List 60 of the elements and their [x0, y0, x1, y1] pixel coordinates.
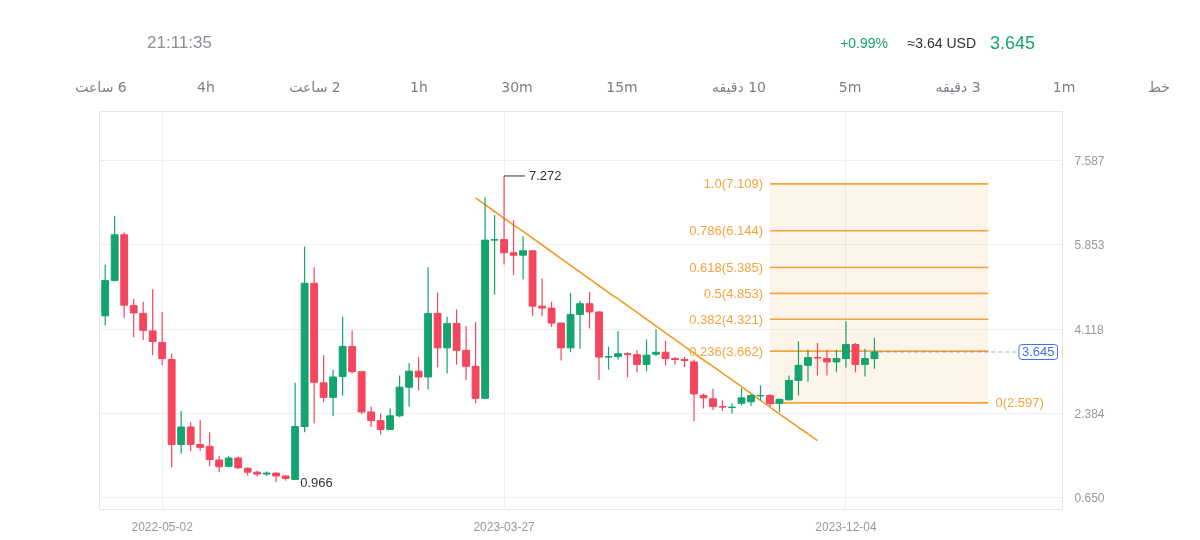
- y-tick-label: 2.384: [1074, 406, 1105, 421]
- text: 1m: [1052, 78, 1076, 97]
- candlestick: [148, 288, 157, 356]
- candlestick: [851, 342, 860, 373]
- candlestick: [642, 339, 651, 372]
- candlestick: [329, 369, 338, 417]
- text: 1h: [410, 78, 428, 97]
- candlestick: [490, 214, 499, 296]
- candlestick: [500, 175, 508, 265]
- text: 3 دقیقه: [935, 78, 981, 97]
- series-label: 1.0(7.109): [703, 176, 763, 192]
- text: 2 ساعت: [289, 78, 341, 97]
- text: 21:11:35: [147, 33, 212, 53]
- annotation: 0.966: [300, 474, 333, 490]
- text: 6 ساعت: [75, 78, 127, 97]
- text: 4h: [197, 78, 215, 97]
- line-series: [474, 197, 819, 442]
- candlestick: [272, 472, 281, 483]
- candlestick: [414, 356, 423, 392]
- candlestick: [139, 301, 148, 341]
- candlestick: [376, 412, 385, 436]
- x-tick-label: 2023-03-27: [473, 519, 536, 534]
- y-tick-label: 0.650: [1074, 490, 1105, 505]
- text: 30m: [501, 78, 533, 97]
- candlestick: [709, 388, 717, 411]
- text: 3.645: [989, 33, 1035, 53]
- y-tick-label: 4.118: [1074, 322, 1104, 337]
- candlestick: [842, 320, 850, 369]
- candlestick: [129, 298, 138, 338]
- y-tick-label: 7.587: [1074, 154, 1105, 169]
- candlestick: [832, 349, 841, 373]
- candlestick: [728, 402, 736, 414]
- text: ≈3.64 USD: [907, 34, 976, 53]
- candlestick: [386, 407, 395, 431]
- text: +0.99%: [840, 34, 888, 53]
- text: 15m: [606, 78, 638, 97]
- candlestick: [823, 349, 831, 377]
- y-tick-label: 5.853: [1074, 238, 1105, 253]
- text: 10 دقیقه: [711, 78, 767, 97]
- text: خط: [1148, 78, 1170, 97]
- candlestick: [177, 410, 186, 455]
- x-tick-label: 2023-12-04: [815, 519, 877, 534]
- candlestick: [205, 431, 214, 467]
- candlestick: [519, 235, 527, 281]
- annotation: 7.272: [528, 168, 562, 184]
- candlestick: [652, 328, 660, 357]
- series-label: 0.5(4.853): [703, 285, 763, 301]
- series-label: 0.236(3.662): [689, 343, 763, 359]
- candlestick: [319, 354, 328, 403]
- series-label: 0(2.597): [995, 395, 1044, 411]
- candlestick: [509, 219, 518, 276]
- x-tick-label: 2022-05-02: [131, 519, 194, 534]
- candlestick: [813, 342, 822, 377]
- ref-line-label: 3.645: [1021, 344, 1055, 360]
- series-label: 0.382(4.321): [689, 311, 763, 327]
- text: 5m: [838, 78, 862, 97]
- series-label: 0.786(6.144): [689, 223, 763, 239]
- candlestick: [462, 325, 470, 381]
- series-label: 0.618(5.385): [689, 260, 763, 276]
- candlestick: [158, 311, 167, 366]
